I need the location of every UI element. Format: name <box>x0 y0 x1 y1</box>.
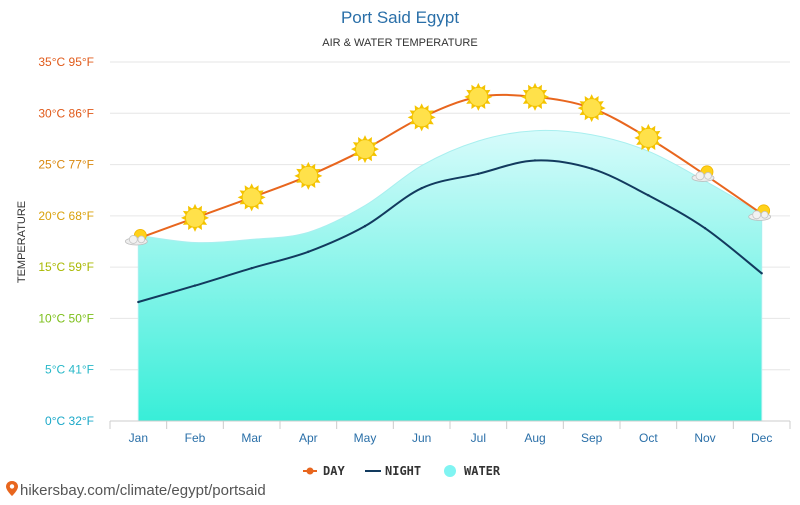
night-point <box>363 224 367 228</box>
x-tick-label: Nov <box>694 431 715 445</box>
y-tick-label: 15°C 59°F <box>38 260 94 274</box>
water-series <box>137 129 763 422</box>
legend-swatch <box>444 465 456 477</box>
night-point <box>760 272 763 275</box>
night-point <box>307 250 310 253</box>
legend-marker <box>306 467 314 475</box>
night-line <box>138 159 763 303</box>
x-tick-label: Mar <box>241 431 262 445</box>
sun-icon <box>350 134 380 164</box>
y-tick-label: 35°C 95°F <box>38 55 94 69</box>
sun-icon <box>520 82 550 112</box>
x-tick-label: Dec <box>751 431 772 445</box>
x-tick-label: Feb <box>185 431 206 445</box>
chart-subtitle: AIR & WATER TEMPERATURE <box>322 37 477 49</box>
y-axis-label: TEMPERATURE <box>16 201 28 283</box>
x-tick-label: Jul <box>471 431 486 445</box>
y-tick-label: 25°C 77°F <box>38 158 94 172</box>
y-tick-labels: 35°C 95°F 30°C 86°F 25°C 77°F 20°C 68°F 15°C… <box>38 55 94 428</box>
legend-label: NIGHT <box>385 464 421 478</box>
sun-icon <box>577 93 607 123</box>
x-tick-label: Sep <box>581 431 603 445</box>
legend-item-day[interactable]: DAY <box>303 464 345 478</box>
sun-icon <box>407 102 437 132</box>
map-pin-icon <box>6 481 18 496</box>
x-tick-label: Jun <box>412 431 431 445</box>
legend-label: DAY <box>323 464 345 478</box>
x-axis: Jan Feb Mar Apr May Jun Jul Aug Sep Oct Nov Dec <box>109 420 791 445</box>
night-point <box>250 266 253 270</box>
x-tick-label: Oct <box>639 431 658 445</box>
source-text: hikersbay.com/climate/egypt/portsaid <box>20 482 266 499</box>
legend-item-night[interactable]: NIGHT <box>365 464 421 478</box>
night-point <box>137 300 140 304</box>
sun-icon <box>293 161 323 191</box>
partly-cloudy-icon <box>124 229 148 246</box>
y-tick-label: 10°C 50°F <box>38 311 94 325</box>
sun-icon <box>237 182 267 212</box>
night-point <box>533 159 537 162</box>
y-tick-label: 5°C 41°F <box>45 363 94 377</box>
chart-title: Port Said Egypt <box>341 8 459 27</box>
legend-item-water[interactable]: WATER <box>444 464 501 478</box>
night-point <box>477 172 480 176</box>
legend: DAY NIGHT WATER <box>303 464 501 478</box>
night-point <box>647 194 650 197</box>
night-point <box>703 226 707 230</box>
night-series <box>137 159 763 304</box>
y-tick-label: 0°C 32°F <box>45 414 94 428</box>
source-link[interactable]: hikersbay.com/climate/egypt/portsaid <box>6 481 266 499</box>
x-tick-label: Jan <box>129 431 148 445</box>
y-tick-label: 20°C 68°F <box>38 209 94 223</box>
night-point <box>193 284 197 287</box>
legend-label: WATER <box>464 464 501 478</box>
night-point <box>420 186 423 190</box>
sun-icon <box>180 203 210 233</box>
x-tick-label: Apr <box>299 431 318 445</box>
x-tick-label: Aug <box>524 431 545 445</box>
sun-icon <box>463 82 493 112</box>
night-point <box>590 167 593 170</box>
x-tick-label: May <box>354 431 377 445</box>
y-tick-label: 30°C 86°F <box>38 106 94 120</box>
water-area <box>137 129 763 422</box>
